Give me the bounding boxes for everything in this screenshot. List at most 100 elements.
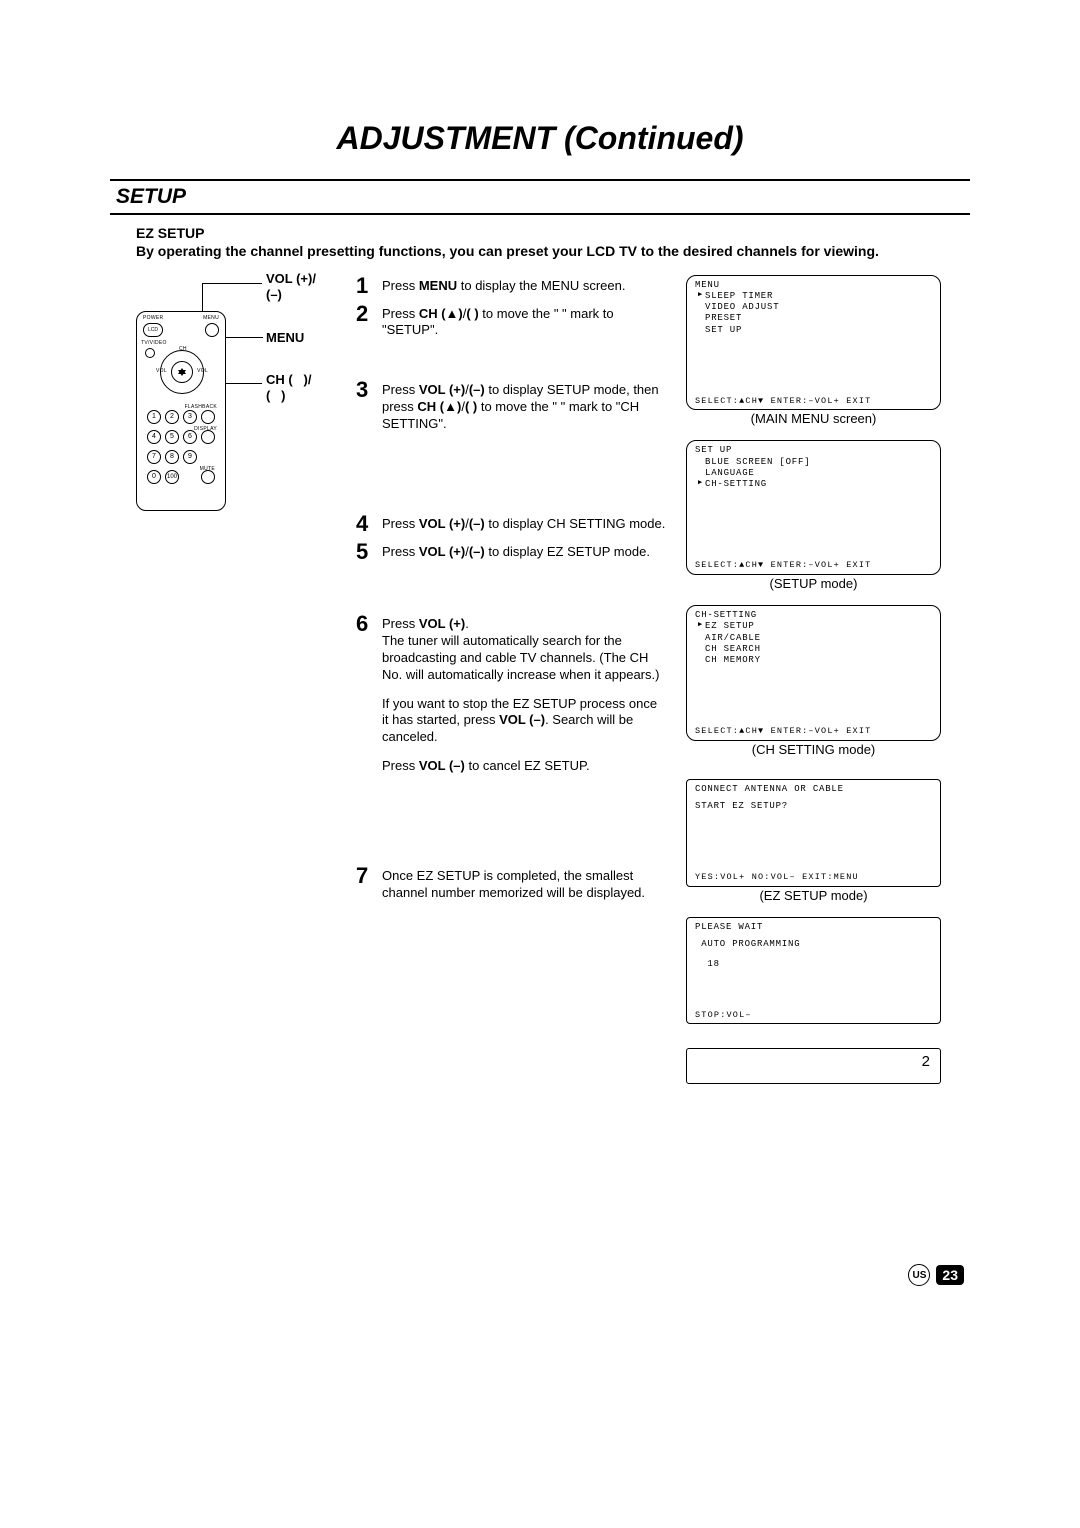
power-button: LCD <box>143 323 163 337</box>
region-page-badge: US 23 <box>908 1264 964 1286</box>
step-text: Press CH (▲)/( ) to move the " " mark to… <box>382 303 666 340</box>
section-heading-bar: SETUP <box>110 179 970 215</box>
key-3: 3 <box>183 410 197 424</box>
osd-ch-setting: CH-SETTING EZ SETUP AIR/CABLE CH SEARCH … <box>686 605 941 741</box>
remote-body: POWER MENU LCD TV/VIDEO VOL VOL CH FLASH… <box>136 311 226 511</box>
sub-heading: EZ SETUP <box>136 225 970 241</box>
osd-footer: SELECT:▲CH▼ ENTER:–VOL+ EXIT <box>695 726 932 737</box>
step-text: Once EZ SETUP is completed, the smallest… <box>382 865 666 902</box>
page-footer: US 23 <box>110 1264 970 1286</box>
key-1: 1 <box>147 410 161 424</box>
label-ch: CH <box>179 346 187 352</box>
osd-channel: 2 <box>686 1048 941 1084</box>
step-number: 3 <box>356 379 382 433</box>
dpad-down-icon <box>178 370 186 376</box>
osd-line: CONNECT ANTENNA OR CABLE <box>695 784 932 795</box>
osd-title: CH-SETTING <box>695 610 932 621</box>
osd-caption: (CH SETTING mode) <box>686 742 941 757</box>
osd-item: CH SEARCH <box>695 644 932 655</box>
region-label: US <box>908 1264 930 1286</box>
label-menu: MENU <box>203 315 219 321</box>
page-title: ADJUSTMENT (Continued) <box>110 120 970 157</box>
osd-title: SET UP <box>695 445 932 456</box>
callout-line <box>202 283 262 284</box>
content-row: VOL (+)/ (–) MENU CH ( )/ ( ) POWER MENU… <box>136 275 970 1085</box>
osd-footer: SELECT:▲CH▼ ENTER:–VOL+ EXIT <box>695 396 932 407</box>
step-2: 2 Press CH (▲)/( ) to move the " " mark … <box>356 303 666 340</box>
step-number: 7 <box>356 865 382 902</box>
mute-button <box>201 470 215 484</box>
section-heading: SETUP <box>116 185 186 208</box>
key-4: 4 <box>147 430 161 444</box>
step-number: 6 <box>356 613 382 775</box>
callout-line <box>221 337 263 338</box>
osd-footer: STOP:VOL– <box>695 1010 932 1021</box>
osd-footer: YES:VOL+ NO:VOL– EXIT:MENU <box>695 872 932 883</box>
step-number: 5 <box>356 541 382 563</box>
osd-wait: PLEASE WAIT AUTO PROGRAMMING 18 STOP:VOL… <box>686 917 941 1024</box>
dpad-inner <box>171 361 193 383</box>
step-text: Press VOL (+). The tuner will automatica… <box>382 613 666 775</box>
key-7: 7 <box>147 450 161 464</box>
step-3: 3 Press VOL (+)/(–) to display SETUP mod… <box>356 379 666 433</box>
label-power: POWER <box>143 315 163 321</box>
step-text: Press MENU to display the MENU screen. <box>382 275 625 297</box>
step-text: Press VOL (+)/(–) to display CH SETTING … <box>382 513 665 535</box>
remote-diagram: VOL (+)/ (–) MENU CH ( )/ ( ) POWER MENU… <box>136 275 346 525</box>
step-number: 2 <box>356 303 382 340</box>
key-2: 2 <box>165 410 179 424</box>
step-6: 6 Press VOL (+). The tuner will automati… <box>356 613 666 775</box>
osd-footer: SELECT:▲CH▼ ENTER:–VOL+ EXIT <box>695 560 932 571</box>
osd-item: CH-SETTING <box>695 479 932 490</box>
step-1: 1 Press MENU to display the MENU screen. <box>356 275 666 297</box>
steps-column: 1 Press MENU to display the MENU screen.… <box>356 275 666 1085</box>
tvvideo-button <box>145 348 155 358</box>
menu-button <box>205 323 219 337</box>
label-vol-l: VOL <box>156 368 167 374</box>
key-5: 5 <box>165 430 179 444</box>
step-4: 4 Press VOL (+)/(–) to display CH SETTIN… <box>356 513 666 535</box>
osd-item: PRESET <box>695 313 932 324</box>
step-5: 5 Press VOL (+)/(–) to display EZ SETUP … <box>356 541 666 563</box>
channel-number: 2 <box>922 1053 930 1070</box>
key-8: 8 <box>165 450 179 464</box>
step-number: 1 <box>356 275 382 297</box>
callout-vol: VOL (+)/ (–) <box>266 271 316 305</box>
remote-column: VOL (+)/ (–) MENU CH ( )/ ( ) POWER MENU… <box>136 275 356 1085</box>
osd-item: VIDEO ADJUST <box>695 302 932 313</box>
key-9: 9 <box>183 450 197 464</box>
osd-caption: (MAIN MENU screen) <box>686 411 941 426</box>
key-100: 100 <box>165 470 179 484</box>
osd-column: MENU SLEEP TIMER VIDEO ADJUST PRESET SET… <box>666 275 970 1085</box>
step-text: Press VOL (+)/(–) to display EZ SETUP mo… <box>382 541 650 563</box>
osd-title: MENU <box>695 280 932 291</box>
label-vol-r: VOL <box>197 368 208 374</box>
osd-item: BLUE SCREEN [OFF] <box>695 457 932 468</box>
step-7: 7 Once EZ SETUP is completed, the smalle… <box>356 865 666 902</box>
osd-caption: (SETUP mode) <box>686 576 941 591</box>
step-text: Press VOL (+)/(–) to display SETUP mode,… <box>382 379 666 433</box>
osd-line: PLEASE WAIT <box>695 922 932 933</box>
osd-item: SLEEP TIMER <box>695 291 932 302</box>
callout-ch: CH ( )/ ( ) <box>266 372 312 406</box>
osd-line: START EZ SETUP? <box>695 801 932 812</box>
osd-item: LANGUAGE <box>695 468 932 479</box>
osd-main-menu: MENU SLEEP TIMER VIDEO ADJUST PRESET SET… <box>686 275 941 411</box>
osd-setup: SET UP BLUE SCREEN [OFF] LANGUAGE CH-SET… <box>686 440 941 575</box>
osd-item: AIR/CABLE <box>695 633 932 644</box>
display-button <box>201 430 215 444</box>
osd-item: EZ SETUP <box>695 621 932 632</box>
key-0: 0 <box>147 470 161 484</box>
callout-menu: MENU <box>266 330 304 347</box>
osd-line: AUTO PROGRAMMING <box>695 939 932 950</box>
osd-item: SET UP <box>695 325 932 336</box>
flashback-button <box>201 410 215 424</box>
label-flashback: FLASHBACK <box>185 404 217 410</box>
page-number: 23 <box>936 1265 964 1285</box>
osd-caption: (EZ SETUP mode) <box>686 888 941 903</box>
key-6: 6 <box>183 430 197 444</box>
label-tvvideo: TV/VIDEO <box>141 340 167 346</box>
osd-ez-setup: CONNECT ANTENNA OR CABLE START EZ SETUP?… <box>686 779 941 887</box>
intro-text: By operating the channel presetting func… <box>136 243 970 261</box>
osd-line: 18 <box>695 959 932 970</box>
